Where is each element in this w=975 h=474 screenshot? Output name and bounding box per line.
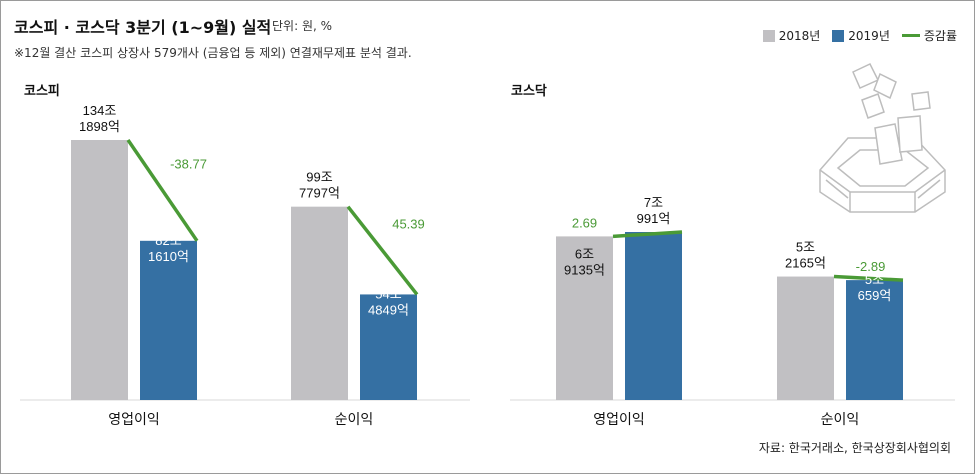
bar-kospi-net-profit-2019 — [360, 294, 417, 400]
change-line-kospi-net-profit — [346, 205, 419, 296]
category-label-kospi-net-profit: 순이익 — [335, 411, 374, 427]
legend-item-2018: 2018년 — [762, 27, 821, 44]
bar-kosdaq-operating-profit-2019 — [625, 232, 682, 400]
footnote: ※12월 결산 코스피 상장사 579개사 (금융업 등 제외) 연결재무제표 … — [14, 46, 412, 60]
category-label-kosdaq-operating-profit: 영업이익 — [593, 411, 645, 427]
bar-kospi-operating-profit-2019 — [140, 240, 197, 400]
value-label-kospi-net-profit-2019: 54조 4849억 — [368, 286, 409, 317]
change-label-kosdaq-net-profit: -2.89 — [856, 259, 886, 274]
unit-label: 단위: 원, % — [272, 19, 333, 33]
plot-area: 영업이익 134조 1898억 82조 1610억 -38.77 순이익 99조 7797억 54… — [20, 103, 955, 427]
legend-line-change — [901, 34, 920, 37]
bar-kosdaq-operating-profit-2018 — [556, 236, 613, 400]
value-label-kosdaq-operating-profit-2018: 6조 9135억 — [564, 246, 605, 277]
change-label-kosdaq-operating-profit: 2.69 — [572, 215, 597, 230]
legend-label-2018: 2018년 — [778, 29, 821, 43]
category-label-kospi-operating-profit: 영업이익 — [108, 411, 160, 427]
value-label-kospi-operating-profit-2019: 82조 1610억 — [148, 233, 189, 264]
change-label-kospi-net-profit: 45.39 — [392, 217, 425, 232]
legend-swatch-2019 — [832, 29, 845, 42]
change-line-kosdaq-operating-profit — [612, 230, 683, 239]
legend: 2018년 2019년 증감률 — [762, 27, 957, 44]
bar-kosdaq-net-profit-2018 — [777, 276, 834, 400]
value-label-kosdaq-operating-profit-2019: 7조 991억 — [637, 195, 671, 226]
value-label-kospi-net-profit-2018: 99조 7797억 — [299, 170, 340, 201]
chart-title: 코스피 · 코스닥 3분기 (1~9월) 실적 — [14, 18, 272, 37]
bar-kospi-operating-profit-2018 — [71, 140, 128, 400]
category-label-kosdaq-net-profit: 순이익 — [821, 411, 860, 427]
legend-label-change: 증감률 — [923, 29, 957, 43]
bar-kospi-net-profit-2018 — [291, 206, 348, 400]
value-label-kosdaq-net-profit-2019: 5조 659억 — [858, 272, 892, 303]
change-line-kosdaq-net-profit — [833, 274, 904, 282]
panel-title-kospi: 코스피 — [24, 84, 60, 99]
legend-swatch-2018 — [762, 29, 775, 42]
legend-item-change: 증감률 — [901, 27, 957, 44]
value-label-kosdaq-net-profit-2018: 5조 2165억 — [785, 240, 826, 271]
value-label-kospi-operating-profit-2018: 134조 1898억 — [79, 103, 120, 134]
ballot-box-illustration — [819, 63, 946, 213]
legend-label-2019: 2019년 — [848, 29, 890, 43]
source-note: 자료: 한국거래소, 한국상장회사협의회 — [758, 441, 951, 455]
bar-kosdaq-net-profit-2019 — [846, 280, 903, 400]
change-label-kospi-operating-profit: -38.77 — [170, 156, 207, 171]
legend-item-2019: 2019년 — [832, 27, 890, 44]
change-line-kospi-operating-profit — [126, 139, 199, 242]
panel-title-kosdaq: 코스닥 — [511, 84, 547, 99]
